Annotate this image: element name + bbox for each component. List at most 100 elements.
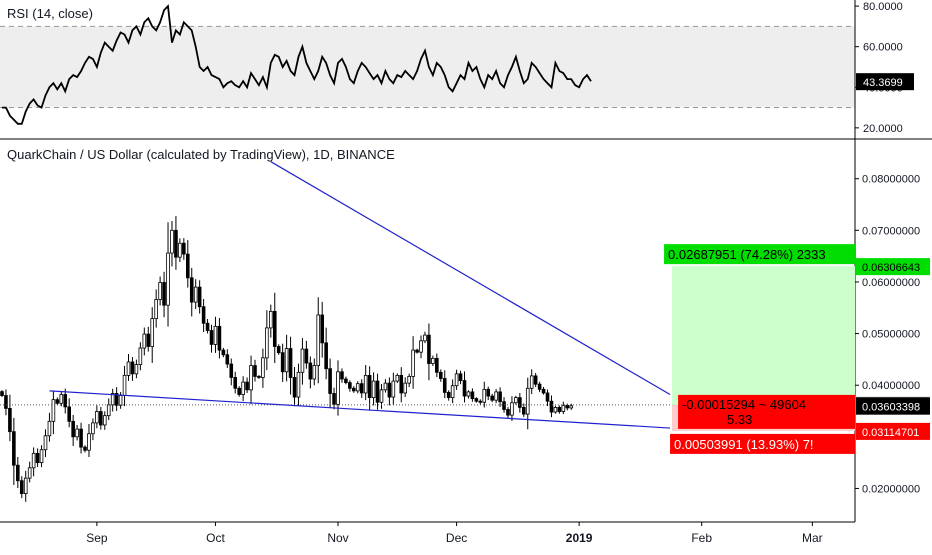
- candle: [391, 372, 396, 405]
- candle-body: [352, 387, 356, 392]
- candle: [498, 387, 502, 407]
- candle-body: [478, 400, 483, 403]
- candle-body: [79, 428, 83, 448]
- candle: [146, 326, 151, 352]
- candle: [134, 359, 139, 379]
- candle: [529, 369, 534, 395]
- candle: [423, 331, 427, 344]
- candle-body: [411, 349, 415, 377]
- candle-body: [75, 428, 79, 438]
- candle-body: [0, 391, 4, 396]
- upper-trendline[interactable]: [270, 161, 671, 396]
- candle: [205, 318, 210, 334]
- candle-body: [118, 395, 123, 406]
- candle-body: [438, 371, 443, 379]
- candle-body: [502, 401, 506, 410]
- rsi-axis-label: 20.0000: [863, 123, 903, 135]
- candle: [518, 392, 522, 413]
- candle: [510, 396, 514, 421]
- candle-body: [142, 333, 147, 349]
- candle-body: [269, 310, 273, 329]
- candle: [166, 222, 170, 327]
- candle: [348, 380, 352, 392]
- candle: [245, 377, 249, 394]
- candle-body: [288, 348, 293, 378]
- candle: [506, 407, 510, 419]
- candle: [55, 397, 60, 406]
- candle-body: [83, 446, 87, 451]
- candle: [490, 393, 494, 403]
- candle-body: [174, 229, 178, 258]
- candle-body: [529, 375, 534, 389]
- candle-body: [284, 348, 289, 373]
- candle: [122, 365, 127, 407]
- candle-body: [170, 229, 174, 254]
- candle-body: [549, 400, 554, 413]
- candle: [288, 336, 293, 395]
- candle: [328, 358, 332, 409]
- rsi-value-label: 43.3699: [863, 77, 903, 89]
- candle-body: [308, 362, 313, 380]
- candle-body: [399, 374, 404, 394]
- candle-body: [442, 378, 447, 393]
- candle-body: [265, 327, 269, 359]
- candle: [514, 395, 518, 405]
- candle-body: [39, 449, 44, 464]
- risk-reward-line1: -0.00015294 ~ 49604: [682, 397, 806, 412]
- stop-badge: 0.00503991 (13.93%) 7!: [670, 433, 855, 454]
- candle-body: [35, 452, 40, 464]
- candle: [272, 292, 277, 363]
- candle-body: [474, 398, 479, 402]
- candle-body: [233, 377, 238, 389]
- candle-body: [371, 380, 376, 398]
- price-badge: 0.03114701: [856, 422, 930, 440]
- candle-body: [355, 383, 360, 392]
- candle: [395, 373, 400, 384]
- rsi-title: RSI (14, close): [7, 6, 93, 21]
- candle: [265, 310, 269, 371]
- candle-body: [518, 397, 522, 408]
- long-position-tool[interactable]: 0.02687951 (74.28%) 2333 0.00503991 (13.9…: [664, 244, 855, 454]
- candle: [19, 476, 24, 499]
- candle-body: [359, 383, 364, 394]
- candle-body: [71, 420, 75, 438]
- lower-trendline[interactable]: [49, 390, 671, 429]
- profit-zone[interactable]: [672, 266, 855, 405]
- candle-body: [545, 392, 550, 402]
- candle: [23, 470, 28, 502]
- candle: [79, 422, 83, 454]
- candle-body: [557, 406, 562, 412]
- candle-body: [427, 334, 431, 364]
- candle: [427, 323, 431, 381]
- candle: [213, 316, 218, 353]
- candle: [438, 369, 443, 382]
- candle: [102, 411, 107, 430]
- price-badge: 0.03603398: [856, 397, 930, 415]
- candle-body: [63, 394, 68, 408]
- rsi-value-badge-bg: [856, 73, 914, 91]
- price-axis-label: 0.08000000: [862, 174, 920, 186]
- candle: [59, 391, 64, 407]
- candle-body: [87, 433, 91, 451]
- price-badge-label: 0.03603398: [862, 402, 920, 414]
- candle-body: [205, 322, 210, 331]
- candle-body: [47, 420, 52, 437]
- candle: [482, 381, 487, 408]
- candle-body: [122, 374, 127, 396]
- candle-body: [344, 378, 348, 384]
- candle: [371, 372, 376, 406]
- candle-body: [130, 361, 135, 375]
- candle: [411, 336, 415, 389]
- time-axis-label: Feb: [691, 531, 712, 545]
- candle: [549, 395, 554, 418]
- stop-badge-bg: [670, 433, 855, 454]
- price-axis-label: 0.06000000: [862, 277, 920, 289]
- candle-body: [201, 306, 206, 324]
- candle: [454, 369, 459, 390]
- candle-body: [261, 357, 265, 378]
- candle: [292, 367, 297, 407]
- candle-body: [387, 382, 392, 398]
- candle-body: [407, 376, 411, 384]
- candle-body: [189, 277, 194, 303]
